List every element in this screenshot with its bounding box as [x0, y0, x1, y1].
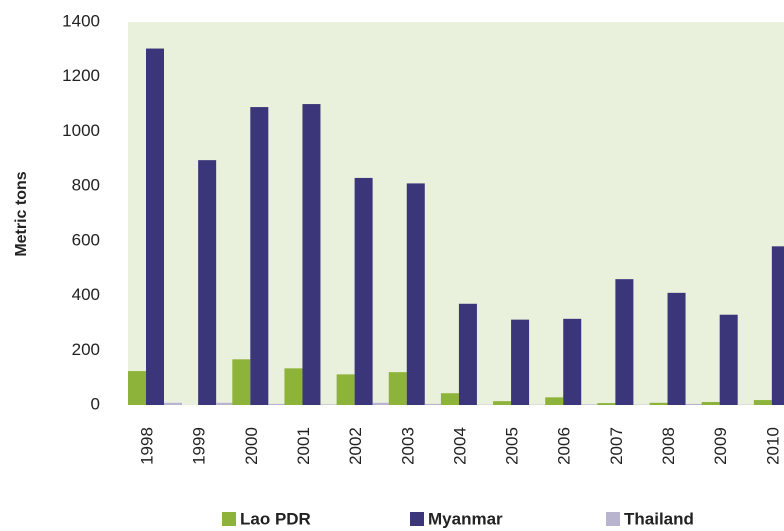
x-tick-label: 2005: [503, 427, 522, 465]
legend-label: Lao PDR: [240, 509, 311, 528]
bar: [493, 401, 512, 405]
bar: [198, 160, 217, 405]
y-tick-label: 200: [72, 340, 100, 359]
bar: [354, 177, 373, 405]
y-tick-label: 400: [72, 285, 100, 304]
bar: [388, 372, 407, 405]
bar: [284, 368, 303, 405]
bar: [701, 401, 720, 405]
legend-swatch: [606, 512, 620, 526]
bar: [545, 397, 564, 405]
bar: [719, 314, 738, 405]
y-tick-label: 0: [91, 394, 100, 413]
bar: [440, 393, 459, 405]
x-tick-label: 2000: [242, 427, 261, 465]
x-tick-label: 2010: [763, 427, 782, 465]
y-tick-label: 1400: [62, 11, 100, 30]
x-tick-label: 2003: [398, 427, 417, 465]
x-tick-label: 1999: [190, 427, 209, 465]
x-tick-label: 2002: [346, 427, 365, 465]
bar: [336, 374, 355, 405]
y-tick-label: 1000: [62, 121, 100, 140]
plot-area: [128, 22, 784, 405]
bar: [146, 48, 164, 405]
bar: [164, 402, 182, 405]
bar: [424, 403, 443, 405]
x-tick-label: 2004: [450, 427, 469, 465]
bar: [268, 403, 287, 405]
legend-swatch: [410, 512, 424, 526]
y-axis-label: Metric tons: [13, 171, 30, 256]
bar: [216, 402, 235, 405]
bar: [406, 183, 425, 405]
legend-swatch: [222, 512, 236, 526]
y-tick-label: 800: [72, 176, 100, 195]
bar: [597, 403, 616, 405]
bar: [128, 371, 146, 405]
bar: [753, 400, 772, 405]
bar: [649, 402, 668, 405]
bar: [581, 404, 600, 405]
bar: [232, 359, 251, 405]
x-tick-label: 2008: [659, 427, 678, 465]
x-tick-label: 2001: [294, 427, 313, 465]
bar: [615, 279, 634, 405]
y-tick-label: 1200: [62, 66, 100, 85]
bar: [685, 403, 704, 405]
legend-label: Thailand: [624, 509, 694, 528]
x-tick-label: 1998: [137, 427, 156, 465]
bar: [458, 303, 477, 405]
bar: [250, 107, 269, 405]
legend-label: Myanmar: [428, 509, 503, 528]
x-tick-label: 2009: [711, 427, 730, 465]
bar: [302, 104, 321, 406]
bar: [320, 404, 339, 405]
x-tick-label: 2007: [607, 427, 626, 465]
bar: [511, 319, 530, 405]
y-tick-label: 600: [72, 230, 100, 249]
bar: [771, 246, 784, 405]
bar: [372, 402, 391, 405]
bar: [667, 292, 686, 405]
bar: [563, 318, 582, 405]
x-tick-label: 2006: [555, 427, 574, 465]
